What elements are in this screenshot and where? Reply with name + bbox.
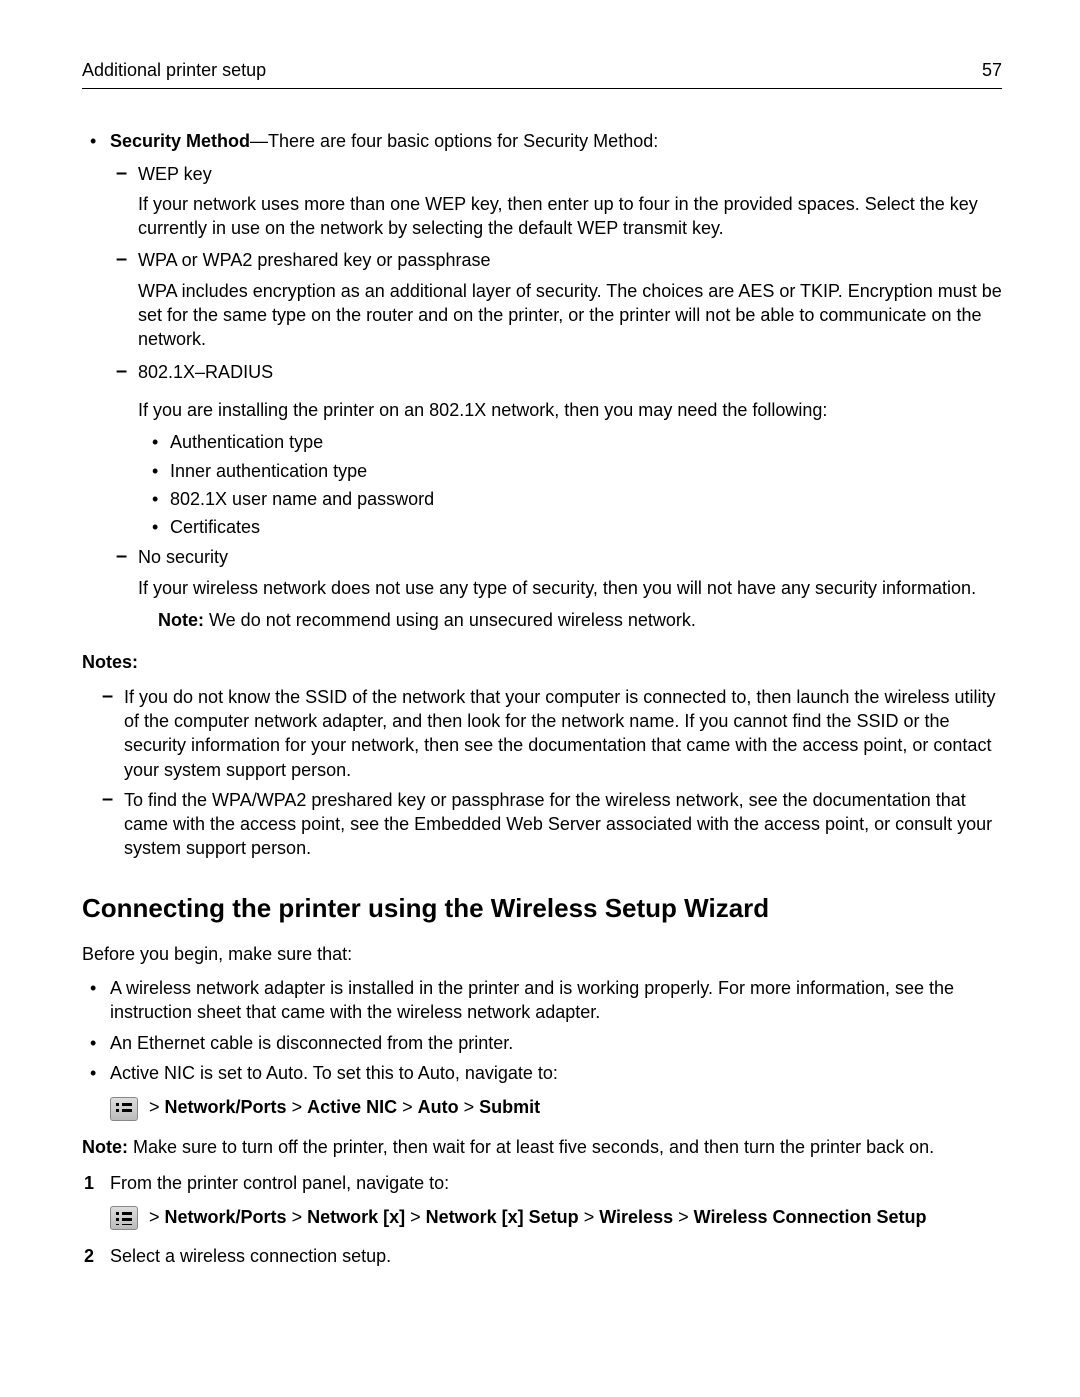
security-method-item: Security Method—There are four basic opt… — [110, 129, 1002, 632]
sep: > — [410, 1207, 426, 1227]
np2-0: Network/Ports — [165, 1207, 287, 1227]
opt-8021x: 802.1X–RADIUS If you are installing the … — [138, 360, 1002, 540]
security-method-label: Security Method — [110, 131, 250, 151]
np2-3: Wireless — [599, 1207, 673, 1227]
nav-path-1: > Network/Ports > Active NIC > Auto > Su… — [110, 1095, 1002, 1120]
sep: > — [292, 1207, 308, 1227]
menu-icon — [110, 1097, 138, 1121]
opt-nosec-body: If your wireless network does not use an… — [138, 576, 1002, 600]
np2-1: Network [x] — [307, 1207, 405, 1227]
opt-nosec: No security If your wireless network doe… — [138, 545, 1002, 632]
section-note: Note: Make sure to turn off the printer,… — [82, 1135, 1002, 1159]
notes-item-1: If you do not know the SSID of the netwo… — [124, 685, 1002, 782]
menu-icon — [110, 1206, 138, 1230]
bb-3: Active NIC is set to Auto. To set this t… — [110, 1061, 1002, 1121]
np1-2: Auto — [418, 1097, 459, 1117]
notes-list: If you do not know the SSID of the netwo… — [82, 685, 1002, 861]
np1-3: Submit — [479, 1097, 540, 1117]
note2-label: Note: — [82, 1137, 128, 1157]
opt-8021x-title: 802.1X–RADIUS — [138, 360, 1002, 384]
sep: > — [402, 1097, 418, 1117]
opt-8021x-sublist: Authentication type Inner authentication… — [138, 430, 1002, 539]
np2-2: Network [x] Setup — [426, 1207, 579, 1227]
nav-path-2: > Network/Ports > Network [x] > Network … — [110, 1205, 1002, 1230]
opt-nosec-title: No security — [138, 545, 1002, 569]
section-intro: Before you begin, make sure that: — [82, 942, 1002, 966]
section-heading: Connecting the printer using the Wireles… — [82, 891, 1002, 926]
sep: > — [292, 1097, 308, 1117]
security-method-intro: —There are four basic options for Securi… — [250, 131, 658, 151]
before-begin-list: A wireless network adapter is installed … — [82, 976, 1002, 1120]
sub-inner-auth: Inner authentication type — [170, 459, 1002, 483]
opt-wep-body: If your network uses more than one WEP k… — [138, 192, 1002, 241]
step-1-text: From the printer control panel, navigate… — [110, 1173, 449, 1193]
opt-wpa: WPA or WPA2 preshared key or passphrase … — [138, 248, 1002, 351]
np2-4: Wireless Connection Setup — [694, 1207, 927, 1227]
sep: > — [584, 1207, 600, 1227]
security-method-options: WEP key If your network uses more than o… — [110, 162, 1002, 633]
note-text: We do not recommend using an unsecured w… — [204, 610, 696, 630]
step-2: Select a wireless connection setup. — [110, 1244, 1002, 1268]
note-label: Note: — [158, 610, 204, 630]
sub-certs: Certificates — [170, 515, 1002, 539]
sep: > — [464, 1097, 480, 1117]
sep: > — [149, 1097, 165, 1117]
notes-item-2: To find the WPA/WPA2 preshared key or pa… — [124, 788, 1002, 861]
page-number: 57 — [982, 58, 1002, 82]
note2-text: Make sure to turn off the printer, then … — [128, 1137, 934, 1157]
bb-2: An Ethernet cable is disconnected from t… — [110, 1031, 1002, 1055]
opt-wep: WEP key If your network uses more than o… — [138, 162, 1002, 241]
opt-8021x-body: If you are installing the printer on an … — [138, 398, 1002, 422]
sep: > — [149, 1207, 165, 1227]
steps-list: From the printer control panel, navigate… — [82, 1171, 1002, 1269]
header-title: Additional printer setup — [82, 58, 266, 82]
sub-auth-type: Authentication type — [170, 430, 1002, 454]
opt-wpa-title: WPA or WPA2 preshared key or passphrase — [138, 248, 1002, 272]
np1-0: Network/Ports — [165, 1097, 287, 1117]
opt-wpa-body: WPA includes encryption as an additional… — [138, 279, 1002, 352]
notes-heading: Notes: — [82, 650, 1002, 674]
page-header: Additional printer setup 57 — [82, 58, 1002, 89]
opt-wep-title: WEP key — [138, 162, 1002, 186]
bb-1: A wireless network adapter is installed … — [110, 976, 1002, 1025]
bb-3-text: Active NIC is set to Auto. To set this t… — [110, 1063, 558, 1083]
sep: > — [678, 1207, 694, 1227]
sub-user-pass: 802.1X user name and password — [170, 487, 1002, 511]
opt-nosec-note: Note: We do not recommend using an unsec… — [158, 608, 1002, 632]
top-bullet: Security Method—There are four basic opt… — [82, 129, 1002, 632]
np1-1: Active NIC — [307, 1097, 397, 1117]
step-1: From the printer control panel, navigate… — [110, 1171, 1002, 1231]
